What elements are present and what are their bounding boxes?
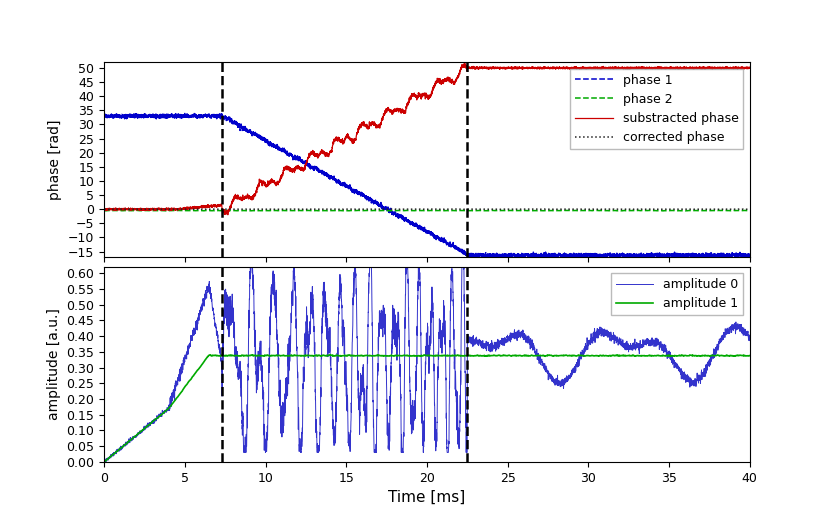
phase 1 [180,111,190,117]
phase 1 [481,252,491,258]
amplitude 1 [745,352,755,359]
phase 1 [578,253,588,260]
phase 1 [333,177,343,184]
substracted phase [745,65,755,71]
amplitude 0 [99,459,109,465]
corrected phase [99,206,109,212]
amplitude 0 [333,359,343,365]
amplitude 1 [481,353,491,359]
corrected phase [132,206,142,212]
substracted phase [333,136,343,143]
amplitude 1 [510,352,520,359]
amplitude 0 [510,329,520,335]
corrected phase [333,206,343,212]
phase 2 [481,208,491,214]
phase 2 [612,208,622,214]
amplitude 1 [99,458,109,465]
substracted phase [510,65,520,71]
amplitude 1 [578,352,588,359]
phase 1 [132,113,142,119]
Y-axis label: phase [rad]: phase [rad] [48,119,62,200]
amplitude 1 [132,432,142,438]
corrected phase [573,206,583,212]
corrected phase [481,206,491,212]
phase 1 [745,253,755,259]
Line: phase 2: phase 2 [104,210,750,211]
substracted phase [612,65,622,71]
Line: substracted phase: substracted phase [104,64,750,215]
corrected phase [509,206,519,212]
phase 1 [612,252,622,258]
amplitude 1 [333,352,343,359]
corrected phase [745,206,755,212]
substracted phase [99,207,109,213]
substracted phase [481,65,491,71]
phase 2 [99,208,109,214]
Legend: phase 1, phase 2, substracted phase, corrected phase: phase 1, phase 2, substracted phase, cor… [570,69,743,149]
amplitude 0 [132,432,142,439]
phase 2 [509,208,519,214]
Legend: amplitude 0, amplitude 1: amplitude 0, amplitude 1 [611,273,743,316]
phase 1 [99,114,109,120]
substracted phase [132,207,142,213]
corrected phase [578,206,588,212]
corrected phase [417,206,427,212]
X-axis label: Time [ms]: Time [ms] [388,490,466,505]
phase 1 [722,255,732,262]
phase 1 [509,252,519,258]
amplitude 1 [612,352,622,359]
phase 2 [333,208,343,214]
Y-axis label: amplitude [a.u.]: amplitude [a.u.] [47,308,61,420]
amplitude 0 [402,264,412,270]
amplitude 0 [612,335,622,341]
Line: phase 1: phase 1 [104,114,750,258]
phase 2 [589,207,599,213]
Line: amplitude 0: amplitude 0 [104,267,750,463]
phase 2 [132,207,142,213]
corrected phase [612,206,622,212]
substracted phase [223,212,233,218]
amplitude 0 [481,343,491,349]
amplitude 0 [101,460,111,466]
amplitude 1 [326,352,336,358]
phase 2 [745,208,755,214]
Line: amplitude 1: amplitude 1 [104,355,750,461]
phase 2 [658,208,668,214]
amplitude 0 [578,350,588,357]
phase 2 [578,208,588,214]
substracted phase [461,61,471,67]
amplitude 1 [99,458,109,465]
amplitude 0 [745,336,755,343]
substracted phase [578,63,588,70]
